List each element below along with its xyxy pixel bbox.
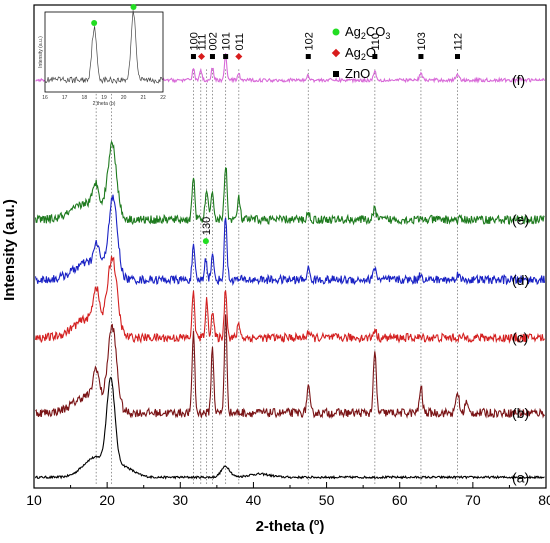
- x-axis: 10 20 30 40 50 60 70 80: [26, 482, 550, 508]
- peak-label: 110: [370, 33, 382, 51]
- zno-marker: [190, 54, 196, 60]
- ag2o-marker: [197, 52, 206, 61]
- zno-marker: [418, 54, 424, 60]
- x-tick-label: 70: [465, 492, 481, 508]
- inset-ag2co3-marker: [130, 4, 137, 10]
- legend: Ag2CO3 Ag2O ZnO: [331, 24, 390, 81]
- x-axis-label: 2-theta (o): [256, 517, 325, 535]
- curve-label: (b): [512, 405, 529, 421]
- inset-tick-label: 20: [121, 95, 127, 101]
- curve-label: (a): [512, 469, 529, 485]
- legend-label: Ag2CO3: [345, 24, 390, 41]
- zno-marker: [372, 54, 378, 60]
- inset-tick-label: 16: [42, 95, 48, 101]
- x-tick-label: 30: [172, 492, 188, 508]
- curve-b: [35, 314, 545, 419]
- inset-x-label: 2 theta (o): [93, 101, 116, 107]
- curve-label: (e): [512, 212, 529, 228]
- inset-tick-label: 22: [160, 95, 166, 101]
- zno-marker: [454, 54, 460, 60]
- legend-marker: [333, 71, 339, 77]
- ag2o-marker: [235, 52, 243, 61]
- peak-label: 101: [221, 32, 233, 50]
- legend-label: Ag2O: [345, 45, 376, 62]
- curve-a: [34, 376, 545, 480]
- curve-label: (d): [512, 272, 529, 288]
- reference-lines: [95, 69, 458, 486]
- x-tick-label: 50: [319, 492, 335, 508]
- xrd-curves: [34, 53, 546, 480]
- inset-ag2co3-marker: [91, 20, 98, 26]
- zno-marker: [223, 54, 229, 60]
- legend-label: ZnO: [345, 66, 370, 81]
- x-tick-label: 80: [538, 492, 550, 508]
- peak-label: 011: [234, 33, 246, 51]
- inset-tick-label: 21: [141, 95, 147, 101]
- peak-label: 103: [416, 32, 428, 50]
- peak-label: 102: [303, 32, 315, 50]
- x-tick-label: 60: [392, 492, 408, 508]
- legend-marker: [331, 48, 341, 58]
- y-axis-label: Intensity (a.u.): [1, 199, 18, 301]
- inset-tick-label: 19: [101, 95, 107, 101]
- peak-label: 100: [188, 32, 200, 50]
- x-tick-label: 40: [246, 492, 262, 508]
- curve-labels: (a) (b) (c) (d) (e) (f): [512, 72, 529, 485]
- zno-marker: [305, 54, 311, 60]
- ag2co3-marker: [202, 238, 209, 245]
- inset-curve: [44, 10, 164, 85]
- curve-c: [34, 255, 545, 345]
- zno-marker: [209, 54, 215, 60]
- curve-e: [34, 140, 545, 226]
- inset-y-label: Intensity (a.u.): [38, 36, 44, 68]
- curve-label: (c): [512, 330, 528, 346]
- inset-tick-label: 17: [62, 95, 68, 101]
- x-tick-label: 20: [99, 492, 115, 508]
- legend-marker: [332, 28, 340, 36]
- inset-chart: 16 17 18 19 20 21 22 2 theta (o) Intensity (a.u.…: [38, 4, 166, 107]
- peak-label: 112: [452, 33, 464, 51]
- inset-tick-label: 18: [82, 95, 88, 101]
- x-tick-label: 10: [26, 492, 42, 508]
- curve-label: (f): [512, 72, 525, 88]
- peak-label: 002: [207, 32, 219, 50]
- peak-label: 111: [196, 34, 208, 51]
- curve-d: [34, 194, 546, 287]
- peak-label: 130: [201, 217, 213, 235]
